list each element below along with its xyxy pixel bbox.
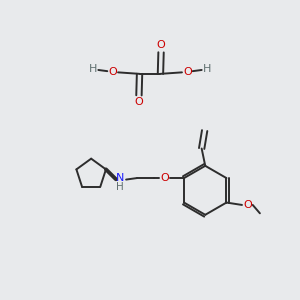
Text: O: O (160, 173, 169, 183)
Text: H: H (116, 182, 124, 192)
Text: O: O (157, 40, 165, 50)
Text: O: O (243, 200, 252, 210)
Text: H: H (89, 64, 98, 74)
Text: O: O (135, 97, 143, 107)
Text: O: O (183, 67, 192, 77)
Text: H: H (202, 64, 211, 74)
Text: N: N (116, 173, 124, 183)
Text: O: O (108, 67, 117, 77)
